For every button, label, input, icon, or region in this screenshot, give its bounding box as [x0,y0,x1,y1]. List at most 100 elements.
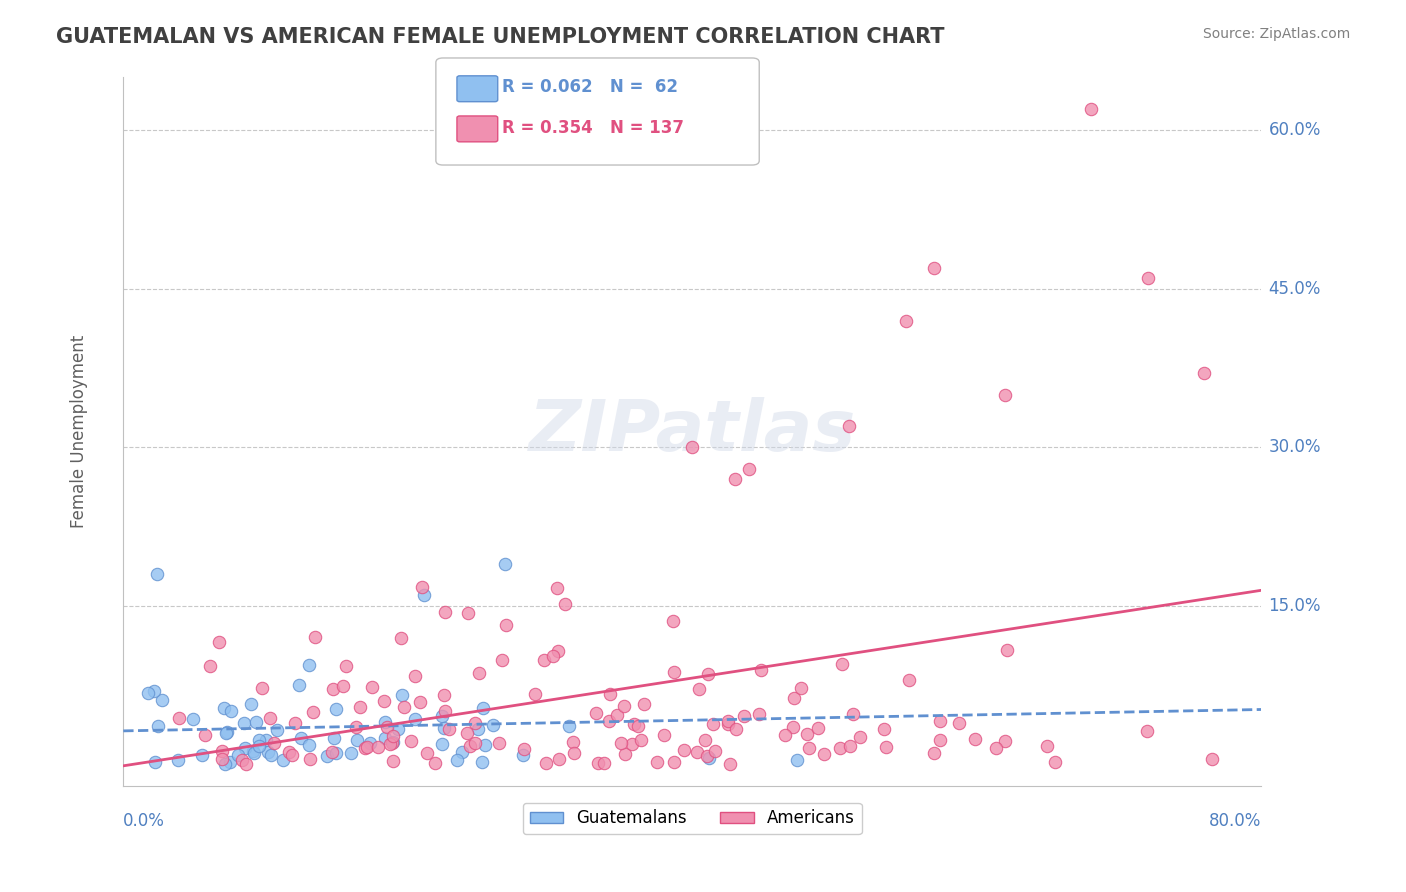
Americans [1136,271,1159,285]
Americans [534,756,557,770]
Text: Source: ZipAtlas.com: Source: ZipAtlas.com [1202,27,1350,41]
Americans [717,716,740,731]
Text: GUATEMALAN VS AMERICAN FEMALE UNEMPLOYMENT CORRELATION CHART: GUATEMALAN VS AMERICAN FEMALE UNEMPLOYME… [56,27,945,46]
Americans [796,727,818,741]
Americans [782,720,804,734]
Americans [344,720,367,734]
Americans [434,704,457,718]
Americans [1135,723,1157,738]
Text: 60.0%: 60.0% [1268,121,1320,139]
Guatemalans [143,684,166,698]
Americans [389,631,412,645]
Americans [806,721,828,735]
Americans [613,699,636,714]
Americans [263,736,285,750]
Americans [994,734,1017,748]
Americans [1080,102,1102,116]
Americans [281,747,304,762]
Guatemalans [215,725,238,739]
Americans [897,673,920,687]
Americans [838,739,860,754]
Americans [562,735,585,749]
Americans [733,709,755,723]
Americans [367,740,389,755]
Americans [696,749,718,764]
Americans [588,756,610,770]
Legend: Guatemalans, Americans: Guatemalans, Americans [523,803,862,834]
Guatemalans [298,658,321,673]
Americans [664,756,686,770]
Americans [360,680,382,694]
Americans [495,618,517,632]
Americans [304,630,326,644]
Americans [231,753,253,767]
Text: 80.0%: 80.0% [1209,813,1261,830]
Text: 15.0%: 15.0% [1268,597,1322,615]
Americans [375,719,398,733]
Guatemalans [256,745,278,759]
Guatemalans [247,739,270,754]
Americans [322,682,344,697]
Americans [738,461,761,475]
Americans [457,606,479,620]
Americans [349,700,371,714]
Guatemalans [474,738,496,752]
Text: 30.0%: 30.0% [1268,439,1322,457]
Americans [523,687,546,701]
Guatemalans [325,746,347,760]
Guatemalans [340,746,363,760]
Text: R = 0.354   N = 137: R = 0.354 N = 137 [502,119,683,136]
Americans [717,714,740,729]
Americans [488,735,510,749]
Text: Female Unemployment: Female Unemployment [70,335,87,528]
Americans [235,757,257,772]
Guatemalans [239,697,262,711]
Americans [408,695,430,709]
Americans [425,756,447,770]
Guatemalans [247,733,270,747]
Guatemalans [433,721,456,735]
Guatemalans [212,701,235,715]
Americans [995,643,1018,657]
Guatemalans [467,723,489,737]
Americans [548,752,571,766]
Americans [194,727,217,741]
Americans [433,605,456,619]
Americans [464,736,486,750]
Americans [831,657,853,672]
Guatemalans [494,557,516,571]
Guatemalans [183,711,205,725]
Americans [464,716,486,731]
Americans [621,737,644,751]
Americans [278,745,301,759]
Americans [259,711,281,725]
Guatemalans [432,709,454,723]
Americans [404,669,426,683]
Americans [211,752,233,766]
Americans [513,742,536,756]
Americans [433,688,456,702]
Text: ZIPatlas: ZIPatlas [529,397,856,467]
Americans [775,728,797,742]
Americans [1201,752,1223,766]
Guatemalans [146,719,169,733]
Americans [554,598,576,612]
Guatemalans [273,753,295,767]
Guatemalans [471,756,494,770]
Guatemalans [290,731,312,746]
Guatemalans [167,753,190,767]
Americans [797,740,820,755]
Guatemalans [287,678,309,692]
Americans [664,665,686,680]
Americans [751,663,773,677]
Guatemalans [191,748,214,763]
Americans [211,744,233,758]
Americans [321,745,343,759]
Americans [725,723,748,737]
Guatemalans [323,731,346,745]
Guatemalans [214,756,236,771]
Guatemalans [316,749,339,764]
Americans [373,694,395,708]
Americans [633,697,655,711]
Americans [875,740,897,755]
